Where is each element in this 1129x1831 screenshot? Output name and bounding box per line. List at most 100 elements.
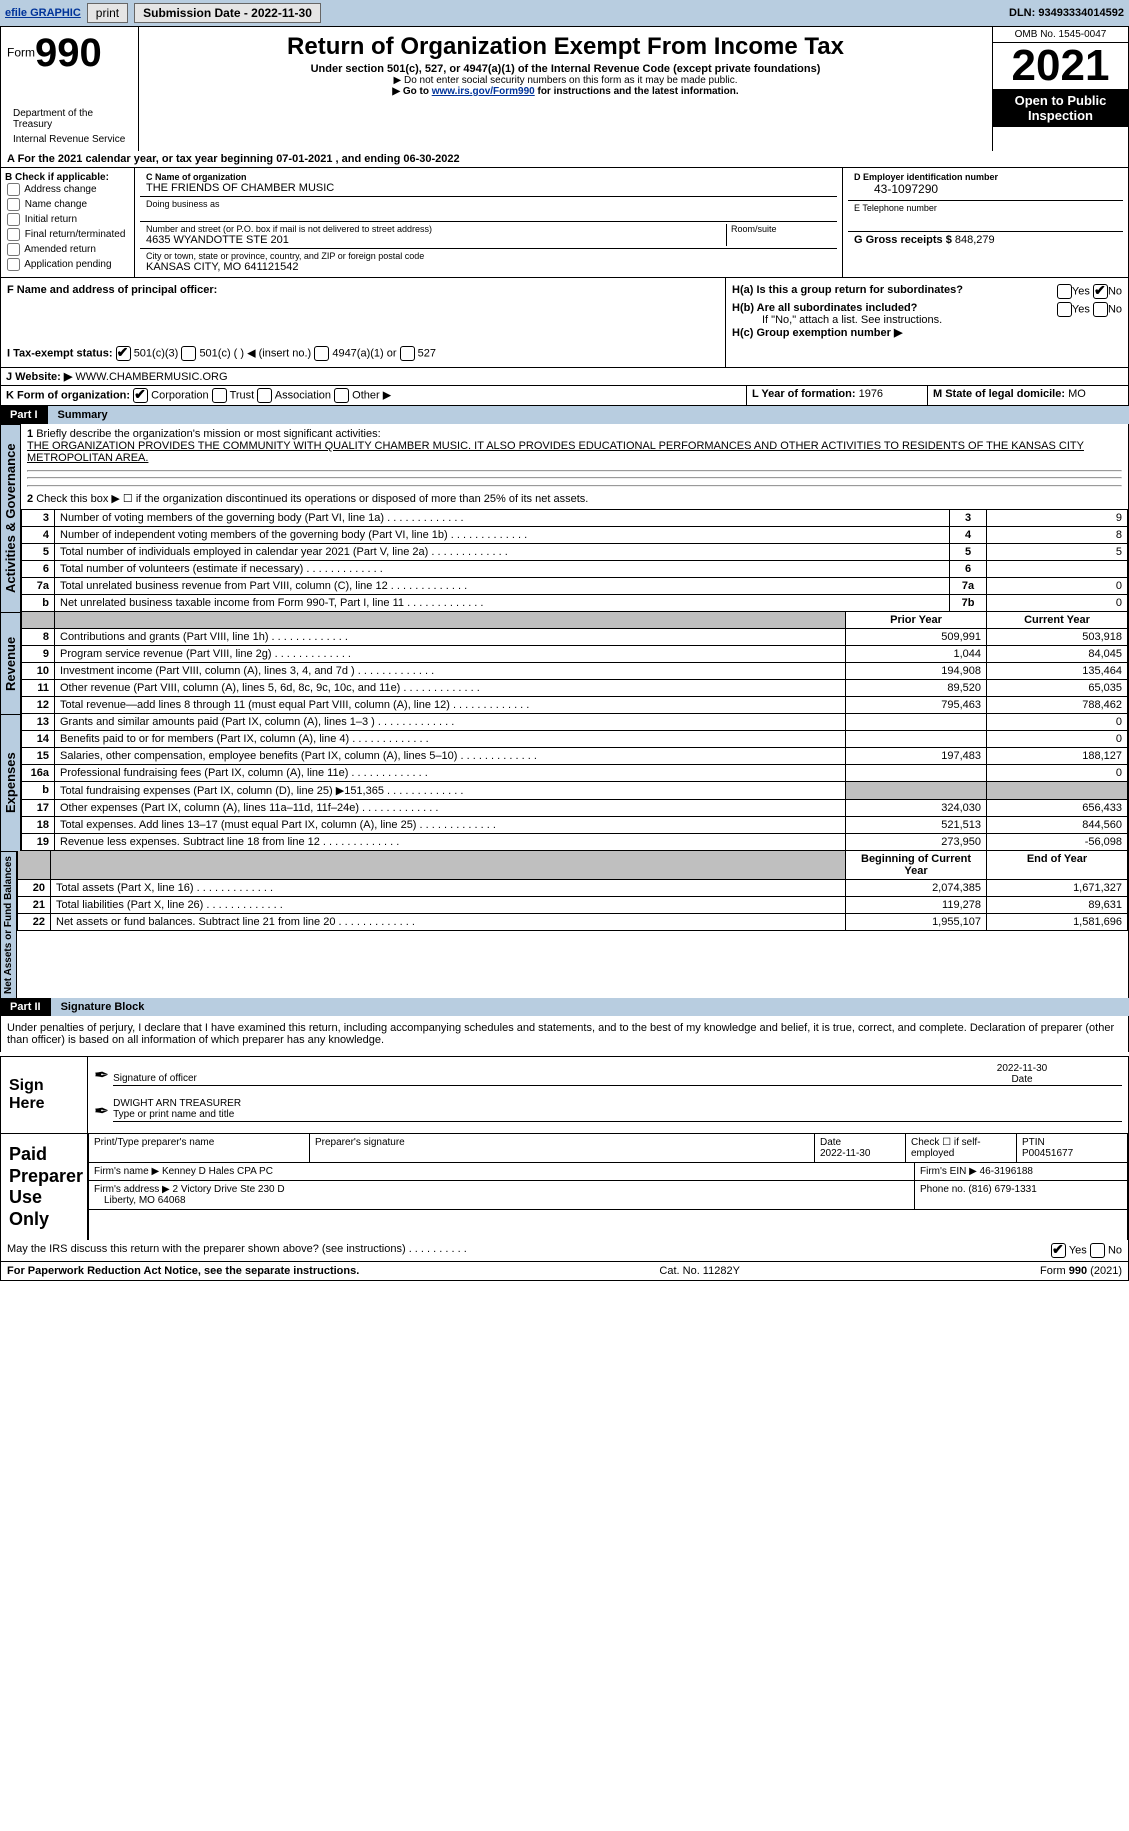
part2-num: Part II: [0, 998, 51, 1016]
irs-label: Internal Revenue Service: [7, 132, 132, 147]
form-label: Form: [7, 46, 35, 60]
dba-label: Doing business as: [146, 199, 831, 209]
line-num: 21: [18, 897, 51, 914]
check-501c-icon[interactable]: [181, 346, 196, 361]
line-num: 18: [22, 817, 55, 834]
line-num: 4: [22, 527, 55, 544]
ha-yes-icon[interactable]: [1057, 284, 1072, 299]
name-title-label: Type or print name and title: [113, 1109, 234, 1120]
pra-notice: For Paperwork Reduction Act Notice, see …: [7, 1265, 359, 1277]
check-name-change[interactable]: Name change: [5, 198, 130, 211]
label-4947: 4947(a)(1) or: [332, 347, 396, 359]
table-revenue: Prior Year Current Year8 Contributions a…: [21, 612, 1128, 714]
ein-value: 43-1097290: [854, 182, 1117, 196]
current-year-value: 1,671,327: [987, 880, 1128, 897]
current-year-value: 84,045: [987, 646, 1128, 663]
submission-date-button[interactable]: Submission Date - 2022-11-30: [134, 3, 321, 23]
current-year-value: 656,433: [987, 800, 1128, 817]
section-f-h: F Name and address of principal officer:…: [0, 278, 1129, 368]
prior-year-value: 2,074,385: [846, 880, 987, 897]
prep-date: 2022-11-30: [820, 1148, 870, 1159]
section-b-to-g: B Check if applicable: Address change Na…: [0, 168, 1129, 278]
line-text: Net unrelated business taxable income fr…: [55, 595, 950, 612]
line-num: 15: [22, 748, 55, 765]
prior-year-value: 509,991: [846, 629, 987, 646]
prior-year-value: 89,520: [846, 680, 987, 697]
addr-label: Number and street (or P.O. box if mail i…: [146, 224, 726, 234]
check-self-employed[interactable]: Check ☐ if self-employed: [911, 1137, 981, 1159]
form-subtitle: Under section 501(c), 527, or 4947(a)(1)…: [147, 63, 984, 75]
discuss-no-icon[interactable]: [1090, 1243, 1105, 1258]
ha-label: H(a) Is this a group return for subordin…: [732, 284, 963, 296]
paid-preparer-label: Paid Preparer Use Only: [1, 1134, 88, 1240]
declaration-text: Under penalties of perjury, I declare th…: [0, 1016, 1129, 1052]
check-address-change[interactable]: Address change: [5, 183, 130, 196]
check-4947-icon[interactable]: [314, 346, 329, 361]
check-527-icon[interactable]: [400, 346, 415, 361]
current-year-header: End of Year: [987, 851, 1128, 880]
label-501c3: 501(c)(3): [134, 347, 179, 359]
line-text: Program service revenue (Part VIII, line…: [55, 646, 846, 663]
check-501c3-icon[interactable]: [116, 346, 131, 361]
irs-link[interactable]: www.irs.gov/Form990: [432, 86, 535, 97]
line-num: 16a: [22, 765, 55, 782]
ha-no-icon[interactable]: [1093, 284, 1108, 299]
hb-yes-icon[interactable]: [1057, 302, 1072, 317]
line-text: Total expenses. Add lines 13–17 (must eq…: [55, 817, 846, 834]
page-footer: For Paperwork Reduction Act Notice, see …: [0, 1262, 1129, 1281]
line-text: Total number of volunteers (estimate if …: [55, 561, 950, 578]
efile-link[interactable]: efile GRAPHIC: [5, 7, 81, 19]
table-expenses: 13 Grants and similar amounts paid (Part…: [21, 714, 1128, 851]
hb-no: No: [1108, 303, 1122, 315]
k-trust: Trust: [230, 389, 255, 401]
gross-receipts: 848,279: [955, 234, 995, 246]
line-value: 0: [987, 578, 1128, 595]
form-title: Return of Organization Exempt From Incom…: [147, 33, 984, 61]
part2-header: Part II Signature Block: [0, 998, 1129, 1016]
check-corp-icon[interactable]: [133, 388, 148, 403]
line-num: 6: [22, 561, 55, 578]
hb-no-icon[interactable]: [1093, 302, 1108, 317]
city-label: City or town, state or province, country…: [146, 251, 831, 261]
part1-header: Part I Summary: [0, 406, 1129, 424]
print-button[interactable]: print: [87, 3, 128, 23]
m-label: M State of legal domicile:: [933, 388, 1065, 400]
current-year-value: 788,462: [987, 697, 1128, 714]
hdr-blank: [22, 612, 55, 629]
dln-label: DLN: 93493334014592: [1009, 7, 1124, 19]
phone-label: Phone no.: [920, 1184, 966, 1195]
line-num: 7a: [22, 578, 55, 595]
line-num: 11: [22, 680, 55, 697]
sig-date-value: 2022-11-30: [922, 1063, 1122, 1074]
line-box: 5: [950, 544, 987, 561]
label-501c: 501(c) ( ) ◀ (insert no.): [199, 347, 311, 359]
form-number: 990: [35, 31, 102, 75]
discuss-no: No: [1108, 1245, 1122, 1257]
prior-year-value: 521,513: [846, 817, 987, 834]
hdr-blank: [18, 851, 51, 880]
check-initial-return[interactable]: Initial return: [5, 213, 130, 226]
check-amended-return[interactable]: Amended return: [5, 243, 130, 256]
e-label: E Telephone number: [854, 203, 1117, 213]
check-application-pending[interactable]: Application pending: [5, 258, 130, 271]
k-assoc: Association: [275, 389, 331, 401]
line-num: b: [22, 595, 55, 612]
l-label: L Year of formation:: [752, 388, 856, 400]
check-trust-icon[interactable]: [212, 388, 227, 403]
current-year-value: 844,560: [987, 817, 1128, 834]
line-text: Total revenue—add lines 8 through 11 (mu…: [55, 697, 846, 714]
d-label: D Employer identification number: [854, 172, 1117, 182]
check-assoc-icon[interactable]: [257, 388, 272, 403]
section-j: J Website: ▶ WWW.CHAMBERMUSIC.ORG: [0, 368, 1129, 386]
hc-label: H(c) Group exemption number ▶: [732, 326, 1122, 339]
line-num: 12: [22, 697, 55, 714]
sig-officer-label: Signature of officer: [113, 1073, 197, 1084]
discuss-yes-icon[interactable]: [1051, 1243, 1066, 1258]
prep-sig-label: Preparer's signature: [315, 1137, 405, 1148]
check-other-icon[interactable]: [334, 388, 349, 403]
sign-here-label: Sign Here: [1, 1057, 88, 1133]
line-num: 5: [22, 544, 55, 561]
date-label: Date: [1011, 1074, 1032, 1085]
firm-addr1: 2 Victory Drive Ste 230 D: [173, 1184, 285, 1195]
check-final-return[interactable]: Final return/terminated: [5, 228, 130, 241]
